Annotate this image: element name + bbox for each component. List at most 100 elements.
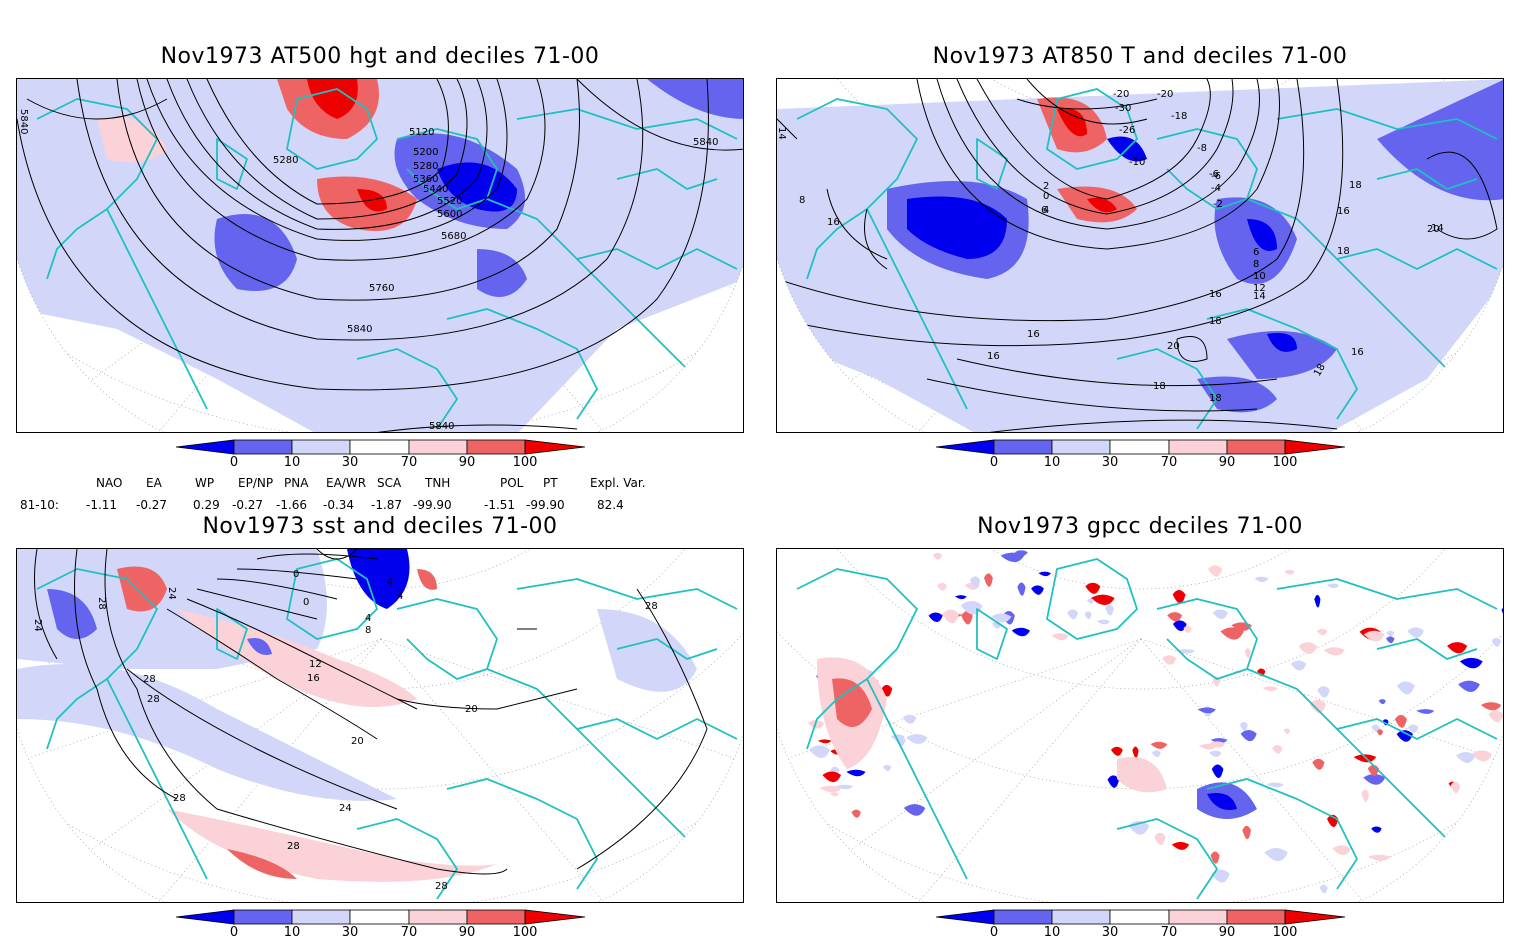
contour-line	[136, 79, 546, 261]
decile-area-above	[1183, 625, 1192, 634]
contour-labels: 14-20 -20-30-18-26-10-8-6-6-4-22046816181…	[777, 89, 1444, 404]
colorbar-tick-label: 70	[400, 455, 418, 470]
index-header-nao: NAO	[96, 476, 123, 490]
coastlines	[36, 88, 738, 430]
coastline	[1206, 308, 1358, 420]
index-header-tnh: TNH	[425, 476, 451, 490]
contour-label: 5680	[441, 231, 466, 242]
colorbar-swatch-2	[1051, 439, 1111, 455]
coastline	[866, 678, 968, 880]
contour-line	[76, 79, 644, 341]
contour-label: 0	[293, 569, 299, 580]
contour-label: 18	[1153, 381, 1166, 392]
decile-area-low	[1363, 773, 1386, 785]
decile-area-very_low	[1107, 775, 1120, 788]
coastline	[976, 608, 1008, 660]
decile-area-very_low	[1371, 826, 1382, 833]
contour-line	[17, 79, 709, 391]
coastline	[1336, 718, 1498, 740]
decile-area-below	[1456, 752, 1476, 764]
contour-label: 18	[1209, 393, 1222, 404]
contour-label: 28	[173, 793, 186, 804]
decile-area-below	[1084, 611, 1092, 620]
coastline	[446, 308, 598, 420]
contour-label: 18	[1349, 180, 1362, 191]
decile-area-below	[1407, 627, 1424, 638]
contour-line	[396, 688, 578, 710]
colorbar-tick-label: 100	[1272, 925, 1298, 940]
decile-area-low	[477, 249, 527, 297]
colorbar-tick-label: 30	[1101, 455, 1119, 470]
contour-label: 10	[1253, 271, 1266, 282]
contour-line	[74, 549, 178, 800]
decile-area-above	[819, 785, 842, 793]
colorbar-swatch-4	[1168, 439, 1228, 455]
decile-area-very_high	[1087, 197, 1117, 213]
contour-label: 5840	[693, 137, 718, 148]
colorbar-sst: 0 10 30 70 90 100	[175, 909, 586, 940]
index-value-wp: 0.29	[193, 498, 220, 512]
decile-area-very_high	[1085, 582, 1101, 594]
contour-line	[936, 79, 1260, 230]
decile-area-above	[1488, 710, 1503, 723]
decile-area-below	[1491, 637, 1502, 647]
map-outside-mask	[17, 259, 743, 432]
coastline	[216, 138, 248, 190]
contour-line	[1026, 79, 1148, 125]
contour-label: 5120	[409, 127, 434, 138]
decile-area-high	[961, 611, 973, 625]
decile-area-low	[1458, 680, 1480, 692]
decile-area-above	[1450, 781, 1461, 794]
decile-area-very_high	[1172, 589, 1186, 604]
coastline	[1116, 818, 1218, 900]
decile-area-very_low	[1459, 657, 1483, 669]
map-edge	[777, 728, 1503, 902]
colorbar-tick-label: 70	[400, 925, 418, 940]
contour-line	[1176, 336, 1208, 362]
decile-area-low	[1386, 636, 1395, 644]
coastline	[1276, 108, 1498, 140]
coastline	[1116, 348, 1218, 430]
contour-label: 28	[96, 597, 107, 610]
contour-label: -30	[1115, 103, 1131, 114]
index-value-eawr: -0.34	[323, 498, 355, 512]
contour-lines	[34, 549, 708, 875]
contour-line	[777, 79, 1305, 322]
decile-area-high	[1210, 851, 1220, 864]
coastline	[1046, 88, 1138, 170]
decile-area-above	[1363, 630, 1385, 642]
contour-label: 4	[387, 577, 393, 588]
decile-area-below	[17, 664, 397, 801]
coastline	[1156, 128, 1258, 210]
coastline	[286, 558, 378, 640]
coastline	[486, 198, 698, 380]
decile-area-above	[1271, 745, 1283, 754]
coastline	[866, 208, 968, 410]
contour-label: 18	[1337, 246, 1350, 257]
contour-label: 5840	[429, 421, 454, 432]
contour-line	[576, 79, 743, 151]
decile-area-very_high	[1090, 594, 1115, 606]
contour-label: 28	[147, 694, 160, 705]
decile-area-above	[1316, 628, 1328, 636]
contour-label: 24	[166, 587, 177, 600]
contour-label: 16	[987, 351, 1000, 362]
contour-label: 16	[1027, 329, 1040, 340]
decile-area-below	[1326, 583, 1340, 589]
decile-area-low	[1227, 331, 1337, 379]
decile-area-high	[1220, 627, 1244, 640]
decile-area-below	[1086, 598, 1095, 604]
decile-area-high	[227, 849, 297, 879]
decile-area-above	[1367, 854, 1391, 861]
index-header-eawr: EA/WR	[326, 476, 367, 490]
contour-line	[956, 79, 1234, 215]
decile-area-very_high	[1353, 754, 1377, 763]
contour-line	[126, 668, 398, 810]
coastline	[516, 578, 738, 610]
colorbar-swatch-1	[233, 439, 293, 455]
decile-area-low	[1416, 709, 1435, 714]
decile-area-high	[832, 678, 872, 727]
decile-area-low	[1014, 550, 1028, 556]
contour-label: -6	[1211, 171, 1221, 182]
